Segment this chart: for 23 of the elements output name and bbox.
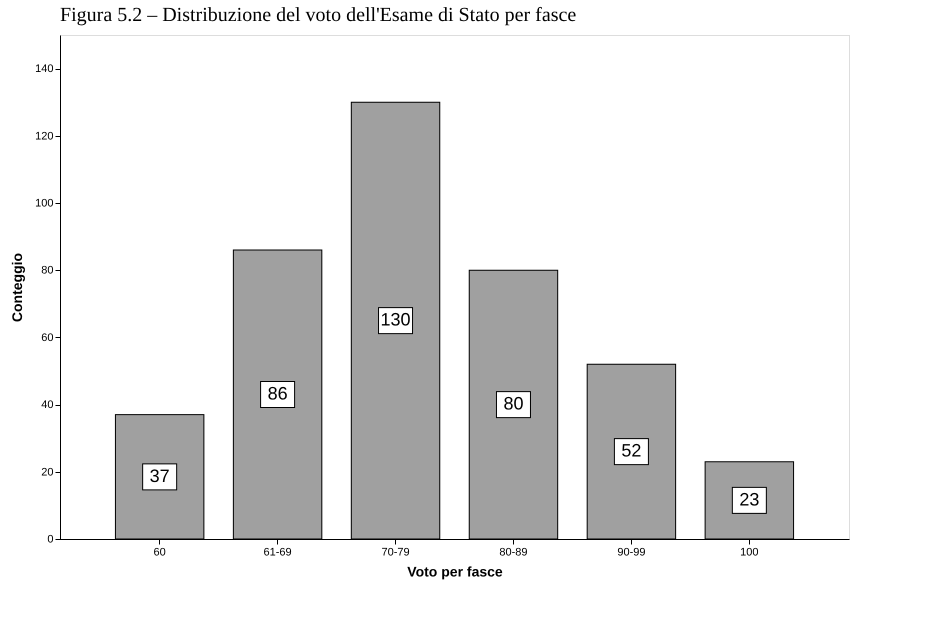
chart-title: Figura 5.2 – Distribuzione del voto dell'Esame di Stato per fasce xyxy=(60,4,576,26)
data-label: 80 xyxy=(503,394,524,414)
x-tick-label: 90-99 xyxy=(617,546,646,558)
y-tick-label: 100 xyxy=(35,198,54,210)
y-tick-label: 80 xyxy=(41,264,54,277)
y-tick-label: 0 xyxy=(47,534,54,546)
x-tick-label: 100 xyxy=(740,546,759,558)
x-tick-label: 61-69 xyxy=(264,546,292,558)
x-tick-label: 70-79 xyxy=(381,546,410,558)
y-tick-label: 60 xyxy=(41,332,54,344)
x-axis-title: Voto per fasce xyxy=(407,564,503,580)
y-tick-label: 40 xyxy=(41,399,54,412)
y-tick-label: 20 xyxy=(41,466,54,478)
data-label: 130 xyxy=(380,310,411,330)
data-label: 37 xyxy=(150,466,170,486)
x-tick-label: 60 xyxy=(154,546,166,558)
data-label: 23 xyxy=(739,489,760,510)
data-label: 86 xyxy=(268,384,288,404)
x-tick-label: 80-89 xyxy=(499,546,528,558)
data-label: 52 xyxy=(621,440,642,461)
y-tick-label: 140 xyxy=(35,63,54,76)
y-tick-label: 120 xyxy=(35,130,54,142)
y-axis-title: Conteggio xyxy=(9,252,26,322)
